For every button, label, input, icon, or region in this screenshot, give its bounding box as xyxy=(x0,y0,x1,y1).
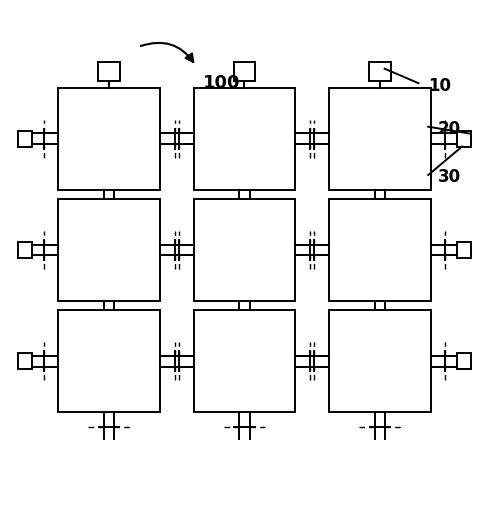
Bar xyxy=(58,311,160,412)
Bar xyxy=(58,88,160,189)
Bar xyxy=(328,199,430,301)
Bar xyxy=(456,242,470,258)
Bar xyxy=(368,62,390,81)
Bar xyxy=(98,62,120,81)
Bar xyxy=(233,62,255,81)
Bar xyxy=(193,311,295,412)
Bar xyxy=(58,199,160,301)
Bar xyxy=(18,353,32,369)
Text: 20: 20 xyxy=(437,120,460,138)
Text: 10: 10 xyxy=(427,77,450,95)
Bar xyxy=(456,353,470,369)
Text: 30: 30 xyxy=(437,168,460,187)
Bar xyxy=(328,311,430,412)
Bar xyxy=(193,88,295,189)
Bar xyxy=(18,131,32,147)
Bar xyxy=(456,131,470,147)
Bar xyxy=(18,242,32,258)
Bar xyxy=(328,88,430,189)
Bar xyxy=(193,199,295,301)
Text: 100: 100 xyxy=(203,74,241,92)
